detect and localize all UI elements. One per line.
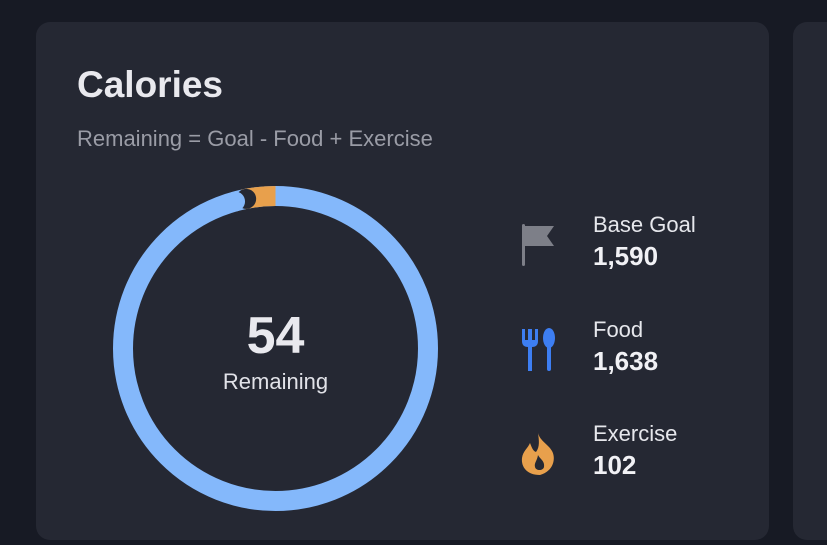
next-card: [793, 22, 827, 540]
stat-base-goal: Base Goal 1,590: [518, 214, 758, 274]
stat-food: Food 1,638: [518, 319, 758, 379]
stat-value: 1,638: [593, 346, 659, 376]
stat-label: Food: [593, 317, 644, 342]
card-subtitle: Remaining = Goal - Food + Exercise: [77, 126, 433, 151]
fork-spoon-icon: [522, 328, 555, 371]
flag-icon: [522, 224, 554, 266]
remaining-value: 54: [246, 307, 305, 365]
flame-icon: [521, 433, 554, 475]
stat-exercise: Exercise 102: [518, 423, 758, 483]
card-title: Calories: [77, 64, 224, 105]
remaining-label: Remaining: [222, 369, 329, 394]
calories-ring: [113, 186, 438, 511]
stat-label: Base Goal: [593, 212, 696, 237]
stat-value: 102: [593, 450, 637, 480]
ring-center: 54 Remaining: [112, 185, 439, 512]
stat-value: 1,590: [593, 241, 659, 271]
stat-label: Exercise: [593, 421, 678, 446]
ring-food-cap: [225, 191, 246, 212]
calories-card: Calories Remaining = Goal - Food + Exerc…: [36, 22, 769, 540]
